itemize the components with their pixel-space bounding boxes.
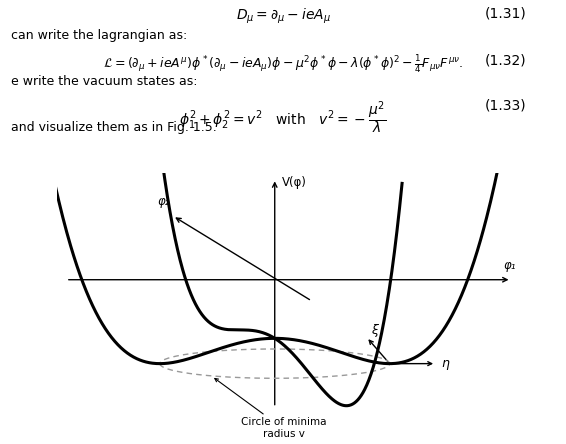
Text: can write the lagrangian as:: can write the lagrangian as: <box>11 29 187 42</box>
Text: (1.33): (1.33) <box>484 99 526 113</box>
Text: ξ: ξ <box>371 324 378 337</box>
Text: $\mathcal{L} = (\partial_{\mu} + ieA^{\mu})\phi^*(\partial_{\mu} - ieA_{\mu})\ph: $\mathcal{L} = (\partial_{\mu} + ieA^{\m… <box>103 53 463 75</box>
Text: Circle of minima
radius v: Circle of minima radius v <box>241 417 327 439</box>
Text: η: η <box>441 357 449 370</box>
Text: (1.31): (1.31) <box>484 7 526 21</box>
Text: φ₁: φ₁ <box>504 259 516 272</box>
Text: (1.32): (1.32) <box>484 53 526 67</box>
Text: $D_{\mu} = \partial_{\mu} - ieA_{\mu}$: $D_{\mu} = \partial_{\mu} - ieA_{\mu}$ <box>235 7 331 26</box>
Text: φ₂: φ₂ <box>157 195 170 208</box>
Text: V(φ): V(φ) <box>282 176 307 189</box>
Text: e write the vacuum states as:: e write the vacuum states as: <box>11 75 198 88</box>
Text: $\phi_1^2 + \phi_2^2 = v^2 \quad \text{with} \quad v^2 = -\dfrac{\mu^2}{\lambda}: $\phi_1^2 + \phi_2^2 = v^2 \quad \text{w… <box>179 99 387 135</box>
Text: and visualize them as in Fig. 1.5.: and visualize them as in Fig. 1.5. <box>11 121 217 134</box>
